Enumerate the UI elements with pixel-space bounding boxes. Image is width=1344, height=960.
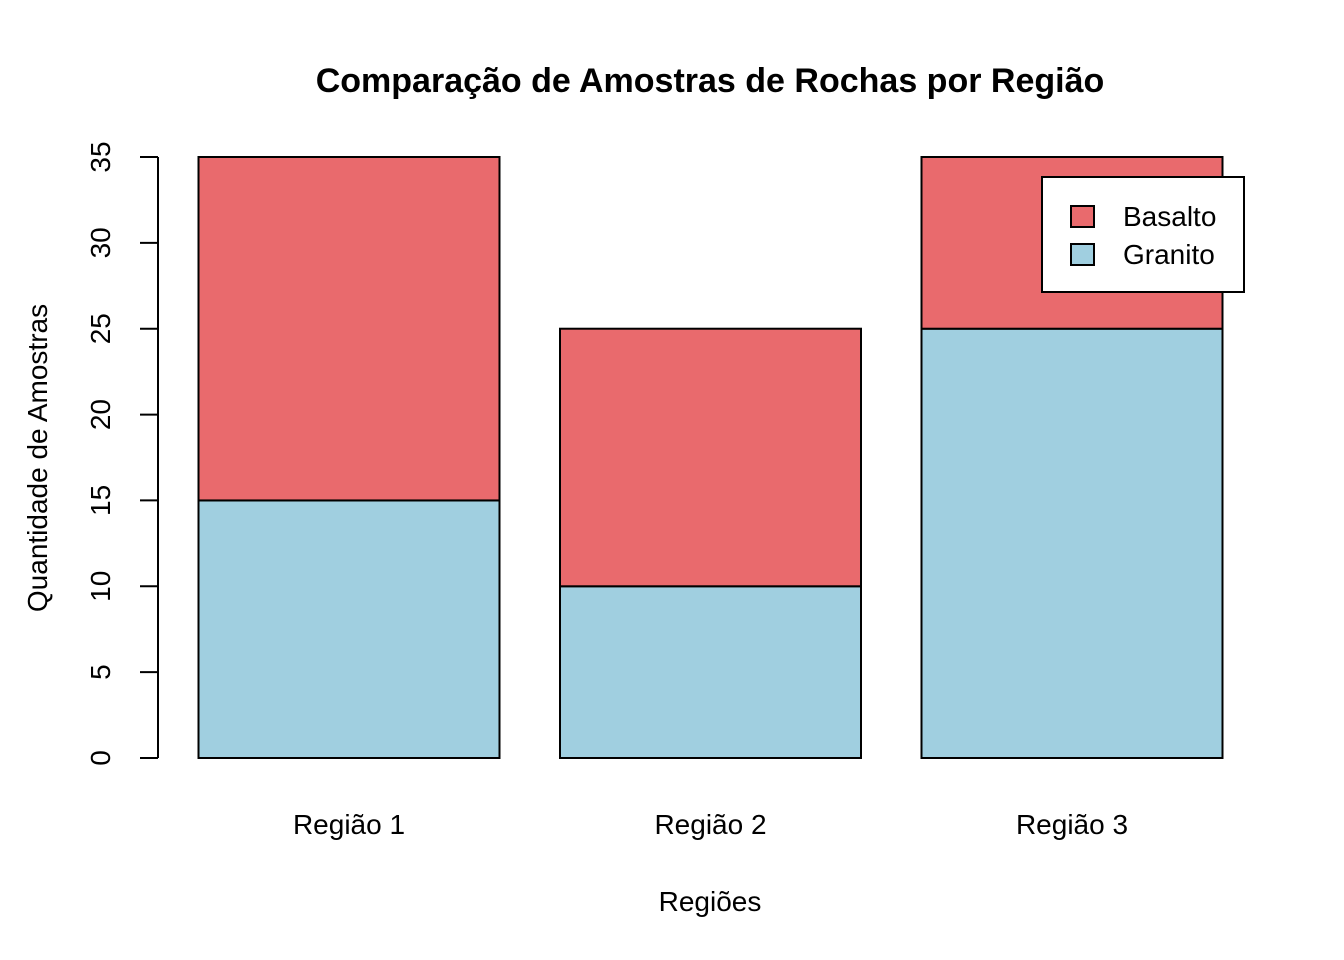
chart-title: Comparação de Amostras de Rochas por Reg…	[316, 62, 1105, 100]
legend-box	[1041, 176, 1245, 293]
y-tick-label: 35	[85, 141, 116, 172]
legend-label-granito: Granito	[1123, 239, 1215, 270]
x-tick-label: Região 3	[1016, 809, 1128, 840]
bar-basalto-1	[197, 156, 501, 502]
y-tick-label: 20	[85, 399, 116, 430]
y-tick-label: 30	[85, 227, 116, 258]
y-tick-label: 10	[85, 571, 116, 602]
legend-label-basalto: Basalto	[1123, 201, 1216, 232]
bars	[197, 156, 1224, 759]
x-tick-label: Região 2	[654, 809, 766, 840]
y-tick-label: 15	[85, 485, 116, 516]
bar-granito-2	[559, 585, 862, 759]
x-axis-label: Regiões	[659, 886, 762, 917]
x-tick-label: Região 1	[293, 809, 405, 840]
bar-granito-1	[197, 499, 501, 759]
y-tick-label: 5	[85, 664, 116, 680]
legend-swatch-basalto	[1070, 205, 1095, 228]
bar-basalto-2	[559, 327, 862, 588]
y-axis-label: Quantidade de Amostras	[22, 304, 53, 612]
y-axis: 0 5 10 15 20 25 30 35	[85, 141, 159, 766]
x-axis-tick-labels: Região 1 Região 2 Região 3	[293, 809, 1128, 840]
legend: Basalto Granito	[1041, 176, 1245, 293]
y-tick-label: 0	[85, 750, 116, 766]
y-tick-label: 25	[85, 313, 116, 344]
legend-swatch-granito	[1070, 243, 1095, 266]
bar-granito-3	[920, 327, 1224, 759]
